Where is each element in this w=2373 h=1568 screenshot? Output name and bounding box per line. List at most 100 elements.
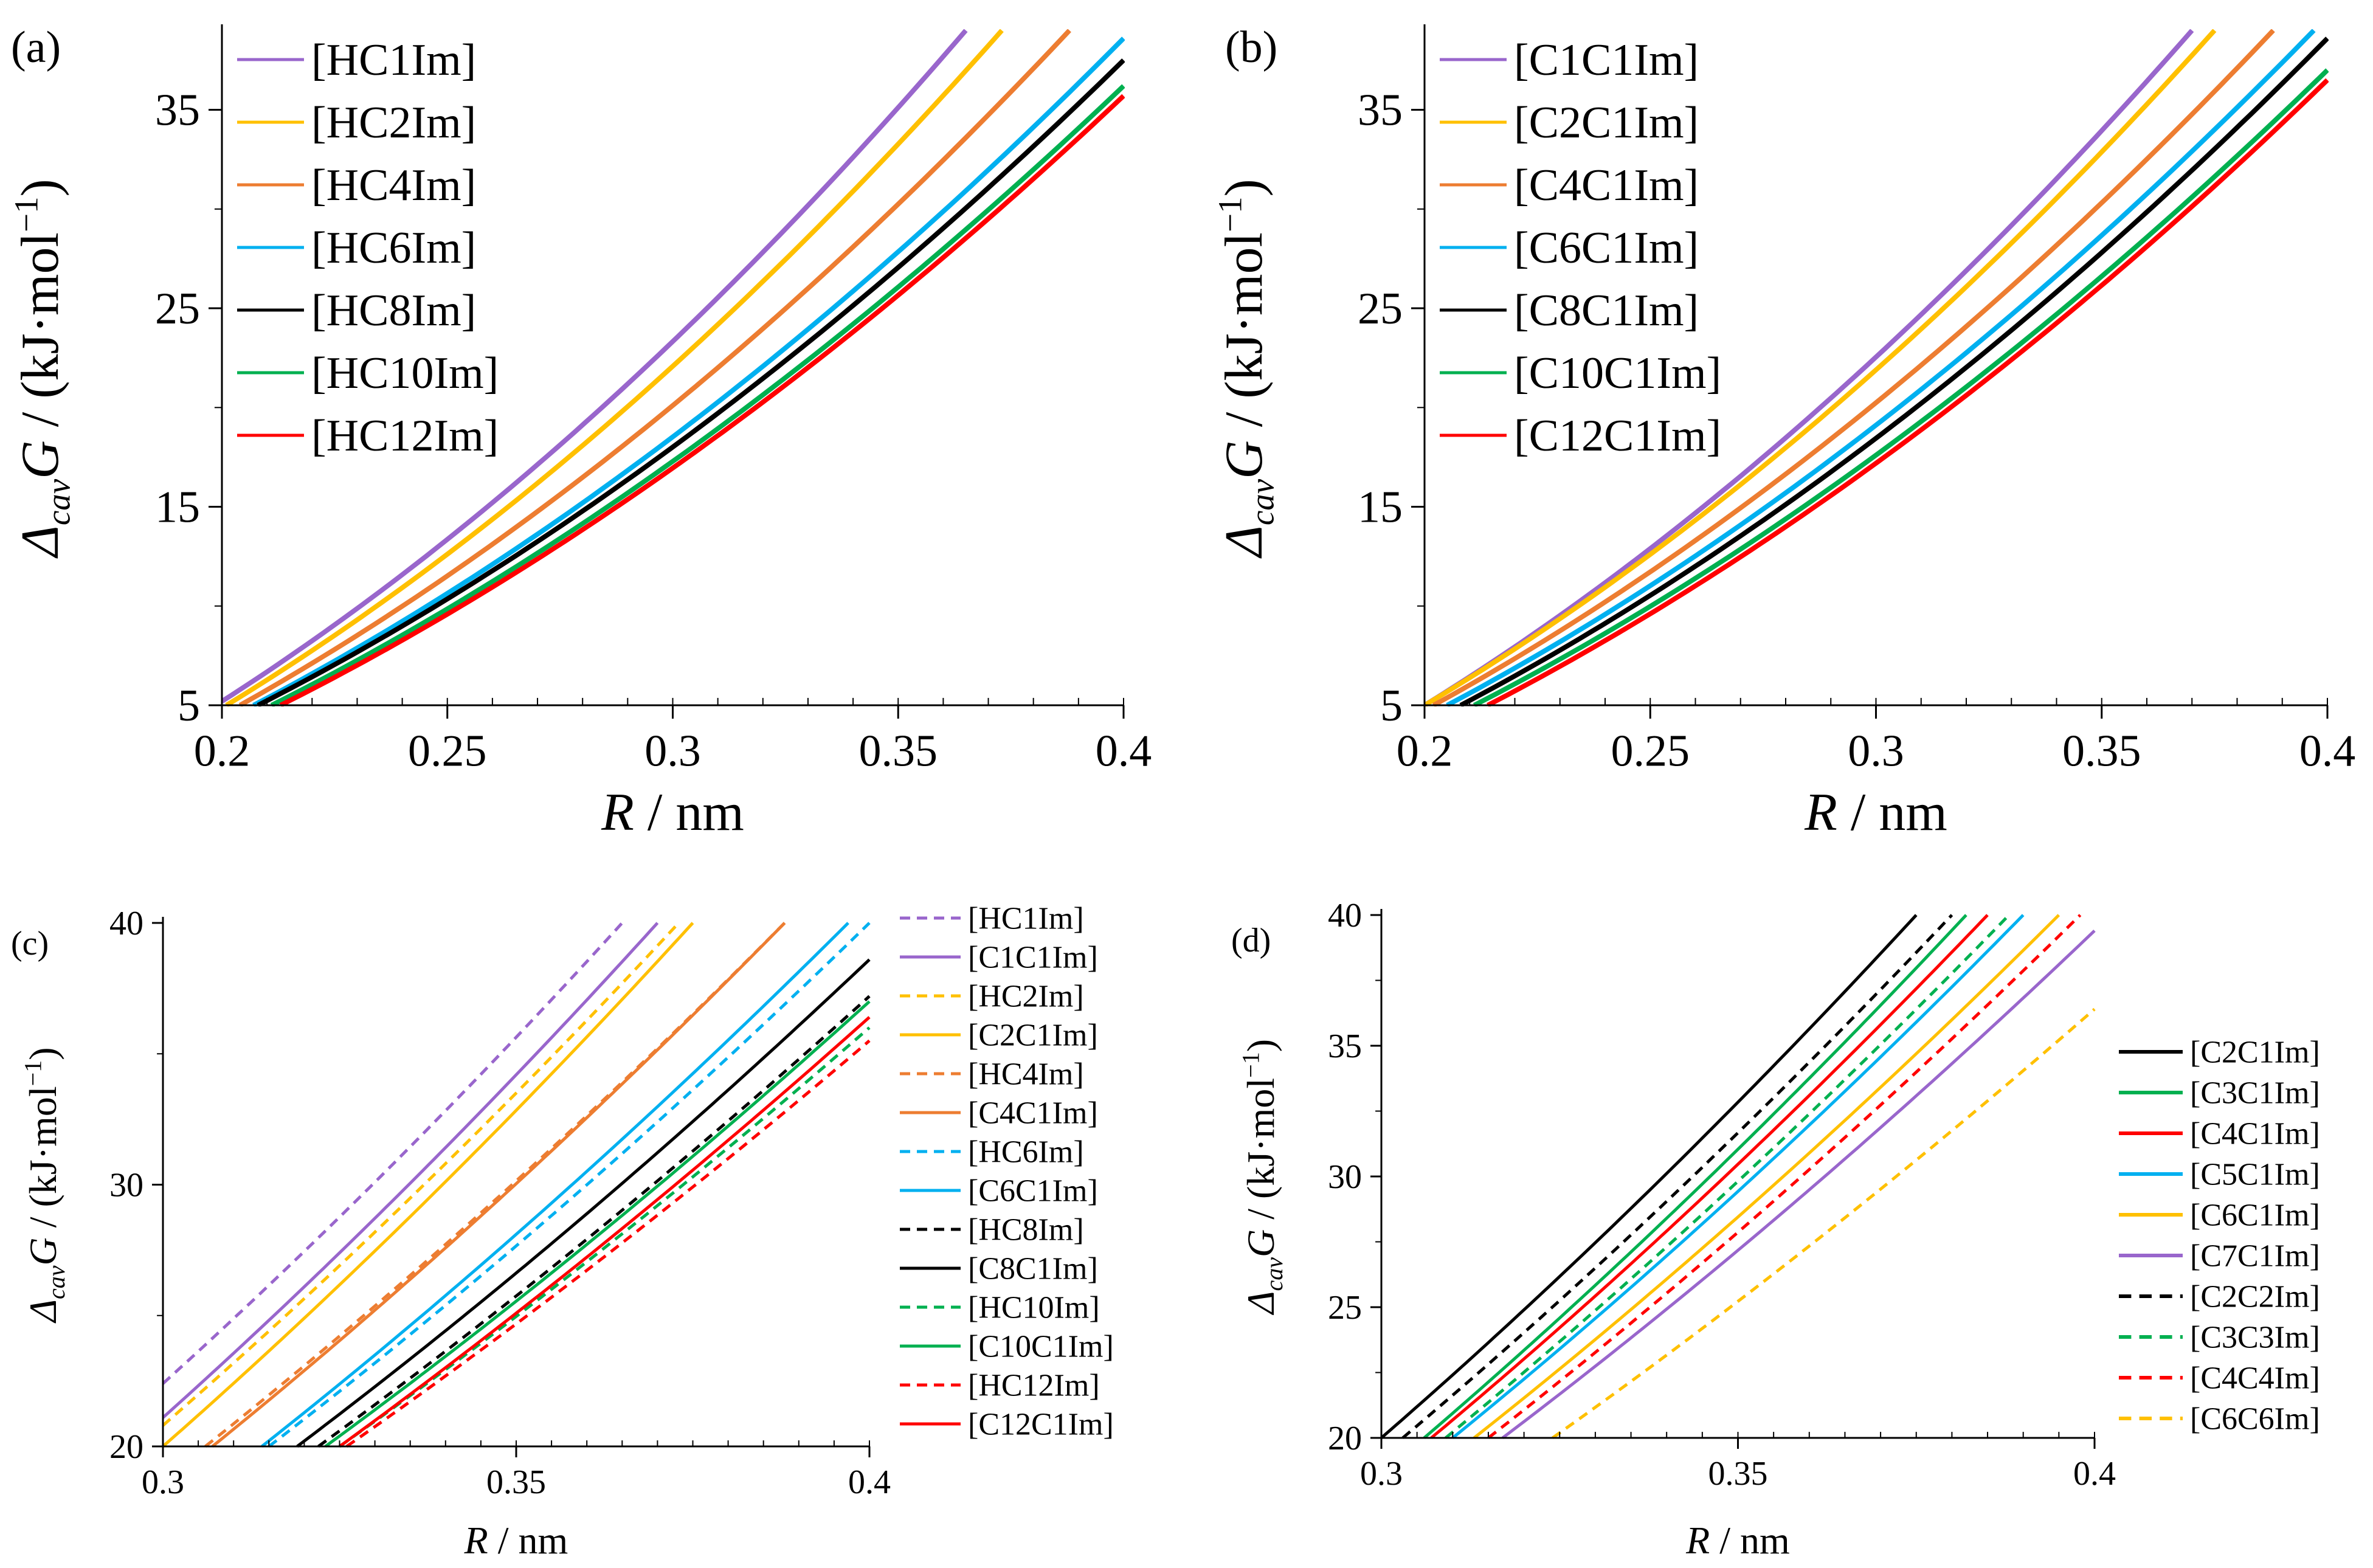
series-line-d-6 [1401, 914, 1953, 1439]
legend: [C1C1Im] [C2C1Im] [C4C1Im] [C6C1Im] [C8C1Im]… [1440, 35, 1721, 461]
x-tick-label: 0.25 [1611, 727, 1690, 776]
legend-label-c-2: [HC2Im] [968, 979, 1084, 1014]
y-label-close: ) [11, 179, 70, 196]
legend-label-b-5: [C10C1Im] [1514, 348, 1721, 398]
series-line-a-2 [238, 29, 1071, 706]
series-line-b-6 [1487, 78, 2329, 706]
legend-label-d-5: [C7C1Im] [2190, 1239, 2320, 1274]
series-line-c-3 [163, 922, 694, 1448]
series-line-d-9 [1552, 1007, 2096, 1439]
y-tick-label: 30 [109, 1167, 143, 1204]
legend: [HC1Im] [HC2Im] [HC4Im] [HC6Im] [HC8Im] [HC10… [237, 35, 499, 461]
series-line-b-4 [1459, 36, 2329, 706]
series-line-d-8 [1487, 914, 2082, 1439]
series-line-c-12 [345, 1039, 871, 1448]
legend-label-d-8: [C4C4Im] [2190, 1361, 2320, 1396]
series-line-c-2 [163, 922, 680, 1427]
y-label-unit: / (kJ·mol [21, 1086, 64, 1237]
legend-label-a-1: [HC2Im] [311, 98, 476, 148]
x-tick-label: 0.3 [1360, 1455, 1403, 1493]
series-group [163, 922, 871, 1448]
legend-label-c-6: [HC6Im] [968, 1135, 1084, 1170]
legend-label-a-3: [HC6Im] [311, 223, 476, 273]
x-axis-label-var: R [601, 783, 634, 842]
series-line-a-4 [257, 58, 1125, 706]
y-label-sub: cav [1260, 1257, 1288, 1291]
legend-label-b-1: [C2C1Im] [1514, 98, 1699, 148]
y-tick-label: 15 [1358, 483, 1403, 533]
series-line-c-13 [339, 1016, 871, 1448]
x-tick-label: 0.2 [1397, 727, 1453, 776]
x-tick-label: 0.3 [142, 1463, 184, 1501]
x-axis-label: R / nm [1685, 1519, 1790, 1562]
panel-label: (a) [11, 22, 61, 72]
y-tick-label: 20 [1328, 1420, 1362, 1457]
y-label-unit: / (kJ·mol [1239, 1078, 1282, 1229]
series-line-b-0 [1425, 29, 2194, 706]
legend-label-c-12: [HC12Im] [968, 1369, 1100, 1403]
legend-label-d-1: [C3C1Im] [2190, 1076, 2320, 1111]
legend-label-c-5: [C4C1Im] [968, 1096, 1098, 1131]
y-label-close: ) [1239, 1039, 1282, 1052]
legend-label-a-0: [HC1Im] [311, 35, 476, 85]
y-label-close: ) [1215, 179, 1274, 196]
series-line-b-2 [1432, 29, 2275, 706]
y-axis-label: ΔcavG / (kJ·mol−1) [1237, 1039, 1288, 1316]
panel-label: (d) [1231, 922, 1271, 959]
y-label-g: G [21, 1237, 64, 1265]
series-line-d-4 [1473, 914, 2060, 1439]
series-line-a-6 [279, 94, 1125, 706]
y-tick-label: 25 [1358, 284, 1403, 334]
x-axis-label: R / nm [1804, 783, 1947, 842]
y-label-unit: / (kJ·mol [11, 232, 70, 440]
chart-panel-c: (c) 0.3 0.35 0.4 20 30 40 R / nm ΔcavG / (kJ·mol… [11, 902, 1114, 1562]
y-label-unit: / (kJ·mol [1215, 232, 1274, 440]
legend-label-c-0: [HC1Im] [968, 902, 1084, 936]
legend-label-c-1: [C1C1Im] [968, 941, 1098, 975]
series-line-c-1 [163, 922, 659, 1419]
legend-label-d-7: [C3C3Im] [2190, 1321, 2320, 1355]
x-tick-label: 0.3 [1848, 727, 1904, 776]
legend-label-c-10: [HC10Im] [968, 1291, 1100, 1325]
legend-label-a-4: [HC8Im] [311, 286, 476, 336]
legend-label-c-9: [C8C1Im] [968, 1252, 1098, 1287]
legend-label-d-3: [C5C1Im] [2190, 1158, 2320, 1192]
series-line-b-5 [1473, 68, 2329, 706]
legend-label-a-5: [HC10Im] [311, 348, 499, 398]
legend-label-c-3: [C2C1Im] [968, 1018, 1098, 1053]
y-label-g: G [11, 440, 70, 479]
y-axis-label: ΔcavG / (kJ·mol−1) [19, 1047, 70, 1324]
legend-label-c-4: [HC4Im] [968, 1057, 1084, 1092]
y-tick-label: 25 [155, 284, 200, 334]
y-label-delta: Δ [1215, 525, 1274, 559]
y-label-delta: Δ [21, 1299, 64, 1324]
legend-label-d-9: [C6C6Im] [2190, 1402, 2320, 1437]
y-label-g: G [1239, 1229, 1282, 1257]
series-line-b-1 [1425, 29, 2217, 706]
y-tick-label: 40 [1328, 897, 1362, 934]
y-label-sup: −1 [1212, 197, 1249, 233]
y-label-sup: −1 [8, 197, 45, 233]
x-tick-label: 0.4 [848, 1463, 891, 1501]
y-axis-label: ΔcavG / (kJ·mol−1) [8, 179, 77, 559]
x-axis-label-var: R [464, 1519, 488, 1562]
y-tick-label: 35 [1328, 1027, 1362, 1065]
legend-label-c-11: [C10C1Im] [968, 1330, 1114, 1364]
y-tick-label: 20 [109, 1428, 143, 1466]
y-tick-label: 30 [1328, 1158, 1362, 1196]
series-line-b-3 [1446, 29, 2316, 706]
series-line-c-0 [163, 922, 624, 1385]
legend-label-d-6: [C2C2Im] [2190, 1280, 2320, 1314]
legend-label-b-2: [C4C1Im] [1514, 161, 1699, 210]
series-line-c-8 [317, 995, 871, 1448]
x-tick-label: 0.35 [1708, 1455, 1768, 1493]
x-tick-label: 0.4 [2299, 727, 2356, 776]
series-line-d-1 [1423, 914, 1967, 1439]
series-line-d-5 [1501, 929, 2096, 1439]
series-line-c-9 [296, 958, 871, 1448]
legend-label-b-3: [C6C1Im] [1514, 223, 1699, 273]
x-tick-label: 0.25 [408, 727, 487, 776]
x-axis-label-unit: / nm [634, 783, 744, 842]
y-tick-label: 15 [155, 483, 200, 533]
series-line-c-6 [268, 922, 871, 1448]
